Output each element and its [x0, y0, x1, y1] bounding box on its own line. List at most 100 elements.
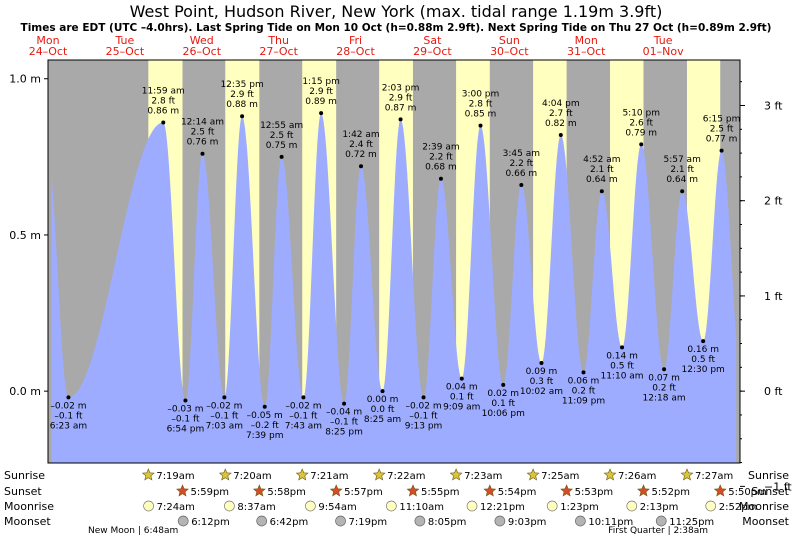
day-headers: Mon24–OctTue25–OctWed26–OctThu27–OctFri2… — [29, 34, 684, 58]
sunset-time-6: 5:52pm — [651, 487, 690, 498]
moonset-time-4: 9:03pm — [508, 517, 547, 528]
sunrise-time-5: 7:25am — [541, 471, 579, 482]
sunset-time-5: 5:53pm — [575, 487, 614, 498]
tide-label-23-0: 0.06 m — [568, 376, 600, 386]
tide-point-18 — [478, 123, 483, 128]
tide-label-3-2: 6:54 pm — [167, 425, 205, 435]
tide-point-24 — [599, 189, 604, 194]
astro-row-label-right-3: Moonset — [742, 515, 789, 528]
tide-label-27-2: 12:18 am — [643, 393, 686, 403]
moonset-time-5: 10:11pm — [588, 517, 633, 528]
sunrise-time-7: 7:27am — [695, 471, 733, 482]
tide-point-1 — [66, 395, 71, 400]
moonrise-time-3: 11:10am — [399, 502, 444, 513]
tide-point-26 — [639, 142, 644, 147]
moonset-icon-5 — [575, 515, 586, 527]
tide-point-25 — [620, 345, 625, 350]
moonrise-icon-2 — [305, 500, 316, 512]
day-name-2: Wed — [190, 34, 214, 47]
day-date-5: 29–Oct — [413, 45, 452, 58]
moonrise-time-0: 7:24am — [157, 502, 195, 513]
tide-label-7-2: 7:39 pm — [246, 431, 284, 441]
tide-label-28-1: 2.1 ft — [670, 165, 694, 175]
day-name-6: Sun — [499, 34, 520, 47]
tide-area — [51, 113, 737, 463]
astro-row-label-left-3: Moonset — [4, 515, 51, 528]
tide-label-25-0: 0.14 m — [606, 351, 638, 361]
tide-label-14-1: 2.9 ft — [389, 93, 413, 103]
tide-label-19-1: 0.1 ft — [491, 399, 515, 409]
moonrise-icon-7 — [705, 500, 717, 512]
tide-label-12-0: 1:42 am — [342, 130, 379, 140]
y-left-label-2: 1.0 m — [9, 73, 41, 86]
tide-label-9-2: 7:43 am — [285, 421, 322, 431]
tide-label-25-1: 0.5 ft — [610, 361, 634, 371]
moonset-time-6: 11:25pm — [669, 517, 714, 528]
tide-label-23-2: 11:09 pm — [562, 396, 605, 406]
tide-point-6 — [240, 114, 245, 119]
tide-label-5-1: –0.1 ft — [210, 411, 239, 421]
axes: 0.0 m 0.5 m 1.0 m −1 ft 0 ft 1 ft 2 ft 3 ft — [9, 59, 792, 493]
tide-label-28-0: 5:57 am — [663, 155, 700, 165]
moonset-time-3: 8:05pm — [428, 517, 467, 528]
sunrise-icon-5 — [526, 468, 540, 481]
day-date-7: 31–Oct — [567, 45, 606, 58]
tide-point-17 — [459, 376, 464, 381]
tide-label-24-0: 4:52 am — [583, 155, 620, 165]
tide-label-6-0: 12:35 pm — [220, 80, 263, 90]
tide-label-18-0: 3:00 pm — [462, 90, 500, 100]
y-right-label-2: 1 ft — [764, 290, 783, 303]
tide-label-13-0: 0.00 m — [367, 395, 399, 405]
moonrise-icon-3 — [385, 500, 397, 512]
tide-label-14-0: 2:03 pm — [382, 83, 420, 93]
tide-label-13-1: 0.0 ft — [371, 405, 395, 415]
sunrise-icon-4 — [449, 468, 463, 481]
tide-label-10-2: 0.89 m — [305, 97, 337, 107]
tide-label-22-0: 4:04 pm — [542, 99, 580, 109]
tide-label-4-1: 2.5 ft — [191, 128, 215, 138]
tide-label-9-0: –0.02 m — [285, 401, 321, 411]
moonrise-icon-6 — [626, 500, 638, 512]
tide-label-26-2: 0.79 m — [625, 128, 657, 138]
astro-row-label-right-0: Sunrise — [748, 469, 789, 482]
tide-point-11 — [342, 401, 347, 406]
day-date-0: 24–Oct — [29, 45, 68, 58]
sunset-time-0: 5:59pm — [190, 487, 229, 498]
tide-label-2-0: 11:59 am — [142, 86, 185, 96]
sunrise-icon-2 — [295, 468, 309, 481]
tide-point-9 — [301, 395, 306, 400]
tide-point-10 — [319, 111, 324, 116]
tide-label-27-0: 0.07 m — [648, 373, 680, 383]
tide-label-25-2: 11:10 am — [600, 371, 643, 381]
tide-label-16-2: 0.68 m — [425, 163, 457, 173]
tide-label-26-1: 2.6 ft — [629, 118, 653, 128]
tide-label-27-1: 0.2 ft — [652, 383, 676, 393]
tide-point-14 — [398, 117, 403, 122]
tide-label-24-1: 2.1 ft — [590, 165, 614, 175]
plot-area — [48, 60, 740, 463]
tide-label-2-2: 0.86 m — [147, 106, 179, 116]
tide-label-4-0: 12:14 am — [181, 118, 224, 128]
moonset-icon-2 — [335, 515, 346, 527]
tide-label-1-1: –0.1 ft — [54, 411, 83, 421]
tide-label-3-0: –0.03 m — [167, 405, 203, 415]
moonset-icon-6 — [655, 515, 667, 527]
tide-label-21-1: 0.3 ft — [530, 377, 554, 387]
tide-label-21-2: 10:02 am — [520, 387, 563, 397]
moonset-time-1: 6:42pm — [270, 517, 309, 528]
moon-phase-1: First Quarter | 2:38am — [608, 526, 708, 536]
tide-label-12-1: 2.4 ft — [349, 140, 373, 150]
day-date-8: 01–Nov — [643, 45, 684, 58]
chart-title: West Point, Hudson River, New York (max.… — [130, 2, 663, 21]
y-right-label-4: 3 ft — [764, 99, 783, 112]
tide-label-30-0: 6:15 pm — [703, 115, 741, 125]
moonrise-time-7: 2:52pm — [719, 502, 758, 513]
tide-label-15-1: –0.1 ft — [409, 411, 438, 421]
sunset-icon-2 — [329, 484, 343, 497]
day-name-8: Tue — [653, 34, 673, 47]
tide-label-28-2: 0.64 m — [666, 175, 698, 185]
sunset-icon-7 — [713, 484, 727, 497]
y-right-label-1: 0 ft — [764, 385, 783, 398]
tide-label-15-0: –0.02 m — [405, 401, 441, 411]
